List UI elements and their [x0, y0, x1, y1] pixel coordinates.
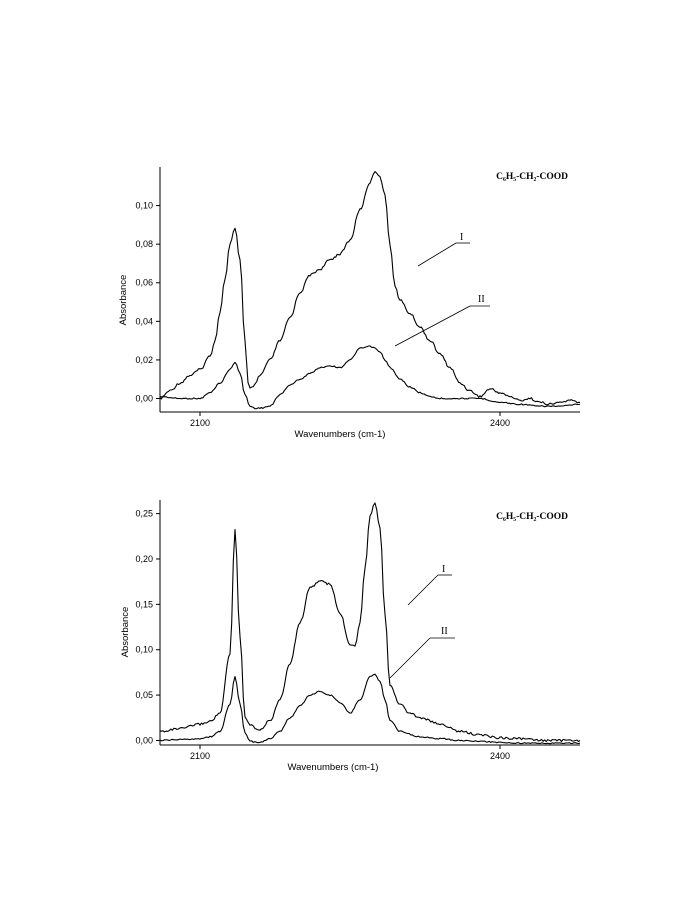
y-axis-ticks: 0,00 0,02 0,04 0,06 0,08 0,10	[135, 201, 160, 403]
compound-label: C₆H₅-CH₂-COOD	[496, 512, 568, 522]
y-axis-ticks: 0,00 0,05 0,10 0,15 0,20 0,25	[135, 509, 160, 745]
y-tick-label: 0,15	[135, 599, 153, 609]
leader-line-I	[417, 242, 457, 267]
series-label-I: I	[442, 564, 445, 575]
x-tick-label: 2400	[490, 418, 510, 428]
chart-bottom: C₆H₅-CH₂-COOD 0,00 0,05 0,10 0,15 0,20 0,25 2…	[120, 500, 581, 773]
series-label-II: II	[478, 294, 485, 305]
x-tick-label: 2100	[190, 751, 210, 761]
y-tick-label: 0,10	[135, 645, 153, 655]
y-tick-label: 0,05	[135, 690, 153, 700]
x-axis-title: Wavenumbers (cm-1)	[288, 762, 379, 773]
series-line-I	[159, 502, 581, 743]
compound-label: C₆H₅-CH₂-COOD	[496, 172, 568, 182]
y-tick-label: 0,02	[135, 355, 153, 365]
y-tick-label: 0,00	[135, 735, 153, 745]
series-label-I: I	[460, 232, 463, 243]
leader-line-I	[407, 574, 439, 606]
series-layer	[159, 171, 581, 410]
y-axis-title: Absorbance	[120, 607, 131, 658]
series-line-II	[159, 345, 581, 410]
series-line-I	[159, 171, 581, 406]
y-tick-label: 0,00	[135, 393, 153, 403]
y-tick-label: 0,06	[135, 278, 153, 288]
y-tick-label: 0,25	[135, 509, 153, 519]
y-tick-label: 0,10	[135, 201, 153, 211]
x-tick-label: 2100	[190, 418, 210, 428]
y-axis-title: Absorbance	[118, 275, 129, 326]
x-axis-ticks: 2100 2400	[190, 745, 510, 761]
series-line-II	[159, 673, 581, 745]
chart-top: C₆H₅-CH₂-COOD 0,00 0,02 0,04 0,06 0,08 0,10 2…	[118, 167, 581, 440]
y-tick-label: 0,04	[135, 316, 153, 326]
series-layer	[159, 502, 581, 745]
y-tick-label: 0,08	[135, 239, 153, 249]
leader-line-II	[389, 637, 431, 679]
leader-line-II	[394, 305, 471, 347]
x-tick-label: 2400	[490, 751, 510, 761]
x-axis-ticks: 2100 2400	[190, 412, 510, 428]
y-tick-label: 0,20	[135, 554, 153, 564]
x-axis-title: Wavenumbers (cm-1)	[295, 429, 386, 440]
series-label-II: II	[441, 626, 448, 637]
